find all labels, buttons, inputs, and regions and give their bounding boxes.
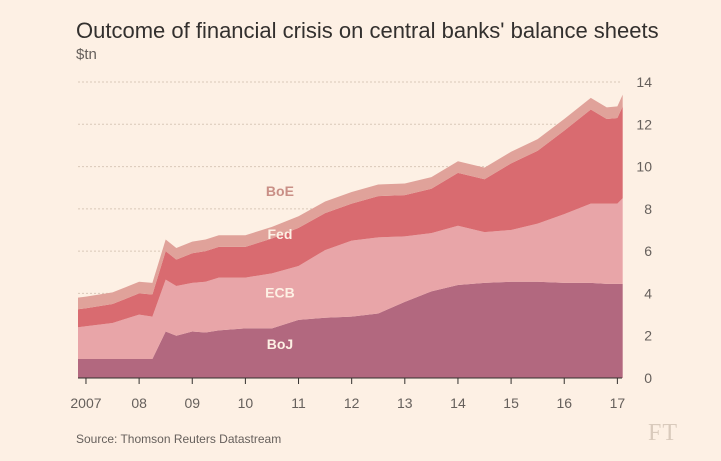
series-label-boe: BoE [266, 183, 294, 199]
x-tick-label-2007: 2007 [70, 395, 101, 411]
ft-logo: FT [648, 420, 679, 446]
area-ecb [78, 198, 623, 359]
y-tick-label-6: 6 [644, 243, 652, 259]
x-tick-label-16: 16 [556, 395, 572, 411]
y-tick-label-14: 14 [636, 74, 652, 90]
y-tick-label-0: 0 [644, 370, 652, 386]
y-tick-label-2: 2 [644, 328, 652, 344]
x-tick-label-14: 14 [450, 395, 466, 411]
area-boe [78, 94, 623, 310]
series-label-fed: Fed [267, 226, 292, 242]
x-tick-label-08: 08 [131, 395, 147, 411]
y-tick-label-12: 12 [636, 116, 652, 132]
x-axis: 2007 08 09 10 11 12 13 14 15 16 17 [70, 377, 626, 411]
series-labels: BoJ ECB Fed BoE [265, 183, 295, 352]
x-tick-label-11: 11 [291, 395, 306, 411]
y-tick-label-10: 10 [636, 159, 652, 175]
area-boj [78, 281, 623, 378]
x-tick-label-12: 12 [344, 395, 360, 411]
series-label-boj: BoJ [267, 336, 293, 352]
area-fed [78, 106, 623, 328]
y-axis-tick-labels: 0 2 4 6 8 10 12 14 [636, 74, 652, 386]
series-label-ecb: ECB [265, 284, 295, 300]
y-axis-unit: $tn [76, 46, 97, 63]
stacked-areas [78, 94, 623, 378]
source-note: Source: Thomson Reuters Datastream [76, 432, 282, 446]
y-tick-label-8: 8 [644, 201, 652, 217]
x-tick-label-17: 17 [610, 395, 626, 411]
x-tick-label-15: 15 [503, 395, 519, 411]
chart-title: Outcome of financial crisis on central b… [76, 18, 659, 43]
x-tick-label-10: 10 [238, 395, 254, 411]
x-tick-label-09: 09 [184, 395, 200, 411]
y-tick-label-4: 4 [644, 285, 652, 301]
x-tick-label-13: 13 [397, 395, 413, 411]
